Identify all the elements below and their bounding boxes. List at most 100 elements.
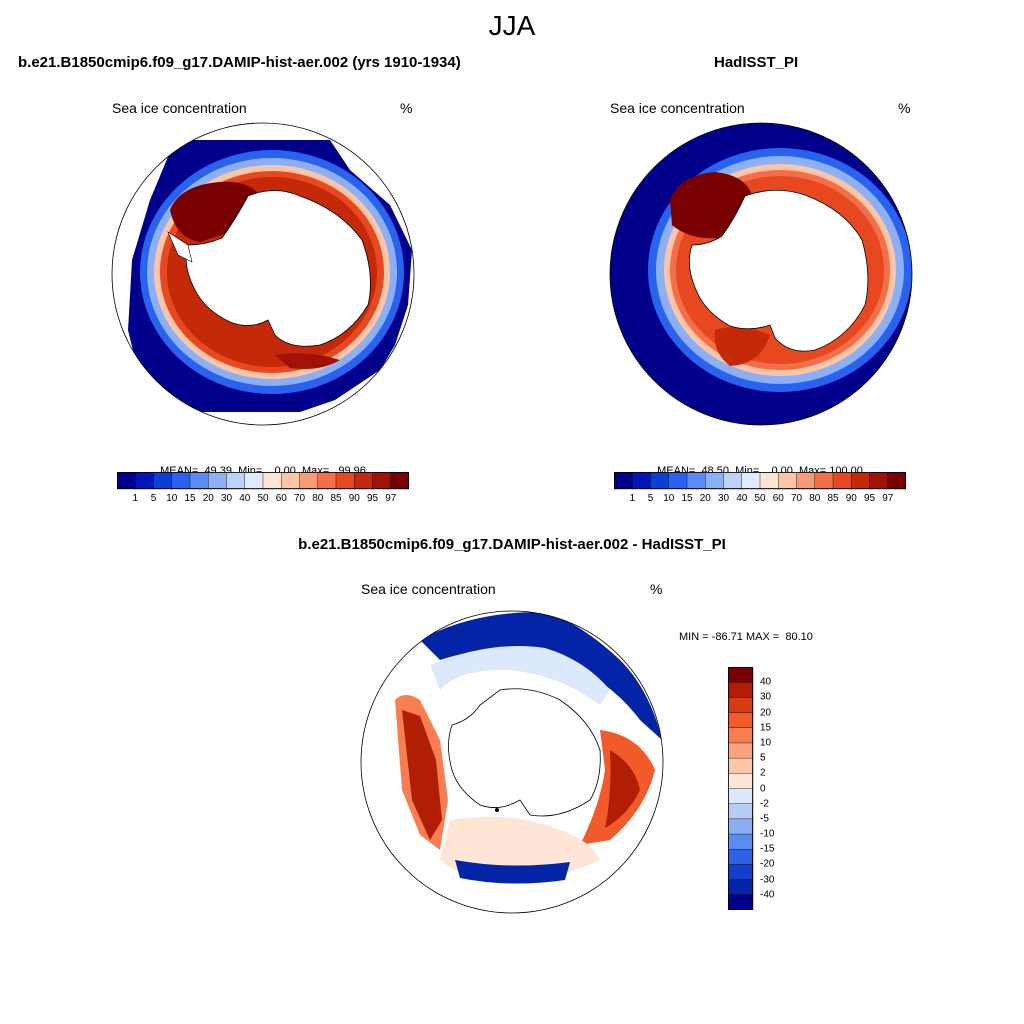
panel-3-colorbar	[728, 667, 754, 910]
panel-1-colorbar	[117, 472, 409, 490]
panel-1-title: b.e21.B1850cmip6.f09_g17.DAMIP-hist-aer.…	[18, 54, 461, 71]
colorbar-tick-label: 30	[717, 493, 730, 504]
colorbar-tick-label: 70	[293, 493, 306, 504]
colorbar-swatch	[281, 472, 301, 490]
colorbar-tick-label: 1	[629, 493, 636, 504]
colorbar-tick-label: 90	[348, 493, 360, 504]
colorbar-tick-label: -2	[760, 798, 769, 810]
colorbar-tick-label: -30	[760, 874, 775, 886]
colorbar-tick-label: 60	[772, 493, 784, 504]
colorbar-swatch	[390, 472, 409, 490]
colorbar-tick-label: 90	[845, 493, 857, 504]
colorbar-tick-label: 80	[809, 493, 821, 504]
colorbar-swatch	[887, 472, 906, 490]
colorbar-swatch	[728, 803, 754, 820]
colorbar-swatch	[728, 788, 754, 805]
colorbar-swatch	[728, 864, 754, 881]
colorbar-swatch	[650, 472, 670, 490]
colorbar-swatch	[728, 697, 754, 714]
colorbar-swatch	[728, 681, 754, 699]
colorbar-tick-label: -40	[760, 889, 775, 901]
panel-3-units-label: %	[650, 581, 663, 597]
colorbar-swatch	[705, 472, 725, 490]
colorbar-tick-label: 50	[754, 493, 766, 504]
panel-2-colorbar	[614, 472, 906, 490]
colorbar-tick-label: 30	[760, 691, 772, 703]
colorbar-swatch	[614, 472, 633, 490]
colorbar-tick-label: 97	[882, 493, 894, 504]
colorbar-swatch	[226, 472, 246, 490]
colorbar-swatch	[728, 849, 754, 866]
colorbar-tick-label: 20	[760, 707, 772, 719]
colorbar-swatch	[728, 667, 754, 683]
colorbar-swatch	[728, 757, 754, 775]
colorbar-swatch	[189, 472, 209, 490]
colorbar-tick-label: 5	[150, 493, 157, 504]
colorbar-tick-label: 15	[760, 722, 772, 734]
colorbar-swatch	[117, 472, 136, 490]
colorbar-swatch	[208, 472, 228, 490]
colorbar-swatch	[832, 472, 852, 490]
colorbar-tick-label: 85	[827, 493, 839, 504]
panel-3-variable-label: Sea ice concentration	[361, 581, 496, 597]
panel-2-title: HadISST_PI	[714, 54, 799, 71]
colorbar-swatch	[728, 727, 754, 744]
panel-3-map	[361, 611, 663, 913]
colorbar-tick-label: 97	[385, 493, 397, 504]
colorbar-tick-label: 5	[647, 493, 654, 504]
colorbar-swatch	[244, 472, 264, 490]
colorbar-tick-label: 10	[166, 493, 178, 504]
colorbar-swatch	[723, 472, 743, 490]
panel-2-units-label: %	[898, 100, 911, 116]
colorbar-tick-label: 80	[312, 493, 324, 504]
colorbar-tick-label: 95	[366, 493, 379, 504]
colorbar-tick-label: -10	[760, 828, 775, 840]
colorbar-tick-label: -20	[760, 858, 775, 870]
panel-3-title: b.e21.B1850cmip6.f09_g17.DAMIP-hist-aer.…	[298, 536, 726, 553]
colorbar-tick-label: 40	[760, 676, 772, 688]
colorbar-swatch	[728, 879, 754, 896]
colorbar-swatch	[851, 472, 871, 490]
colorbar-tick-label: -15	[760, 843, 775, 855]
colorbar-swatch	[262, 472, 282, 490]
colorbar-swatch	[299, 472, 319, 490]
colorbar-swatch	[632, 472, 652, 490]
colorbar-tick-label: 50	[257, 493, 269, 504]
colorbar-swatch	[686, 472, 706, 490]
colorbar-swatch	[741, 472, 761, 490]
panel-3-colorbar-ticks: 40 30 20 15 10 5 2 0 -2 -5 -10 -15 -20 -30 -40	[760, 667, 800, 910]
colorbar-tick-label: 0	[760, 783, 766, 794]
colorbar-swatch	[814, 472, 834, 490]
colorbar-swatch	[668, 472, 688, 490]
colorbar-tick-label: 40	[736, 493, 748, 504]
colorbar-swatch	[728, 773, 754, 790]
panel-1-map	[128, 140, 412, 412]
panel-1-units-label: %	[400, 100, 413, 116]
colorbar-swatch	[728, 833, 754, 850]
colorbar-swatch	[335, 472, 355, 490]
colorbar-swatch	[728, 742, 754, 759]
colorbar-tick-label: 15	[681, 493, 693, 504]
panel-3-minmax: MIN = -86.71 MAX = 80.10	[679, 631, 813, 643]
colorbar-swatch	[372, 472, 392, 490]
figure-title: JJA	[488, 10, 536, 41]
colorbar-tick-label: 70	[790, 493, 803, 504]
colorbar-swatch	[728, 712, 754, 729]
colorbar-swatch	[171, 472, 191, 490]
panel-1-colorbar-ticks: 1 5 10 15 20 30 40 50 60 70 80 85 90 95 97	[117, 493, 409, 507]
panel-2-map	[610, 123, 912, 425]
colorbar-swatch	[759, 472, 779, 490]
colorbar-tick-label: 1	[132, 493, 139, 504]
colorbar-tick-label: 15	[184, 493, 196, 504]
colorbar-tick-label: -5	[760, 813, 769, 825]
colorbar-tick-label: 5	[760, 752, 766, 764]
colorbar-tick-label: 2	[760, 767, 766, 779]
colorbar-tick-label: 20	[699, 493, 711, 504]
panel-2-colorbar-ticks: 1 5 10 15 20 30 40 50 60 70 80 85 90 95 97	[614, 493, 906, 507]
panel-2-variable-label: Sea ice concentration	[610, 100, 745, 116]
colorbar-tick-label: 40	[239, 493, 251, 504]
colorbar-tick-label: 30	[220, 493, 233, 504]
colorbar-tick-label: 20	[202, 493, 214, 504]
colorbar-tick-label: 95	[863, 493, 876, 504]
